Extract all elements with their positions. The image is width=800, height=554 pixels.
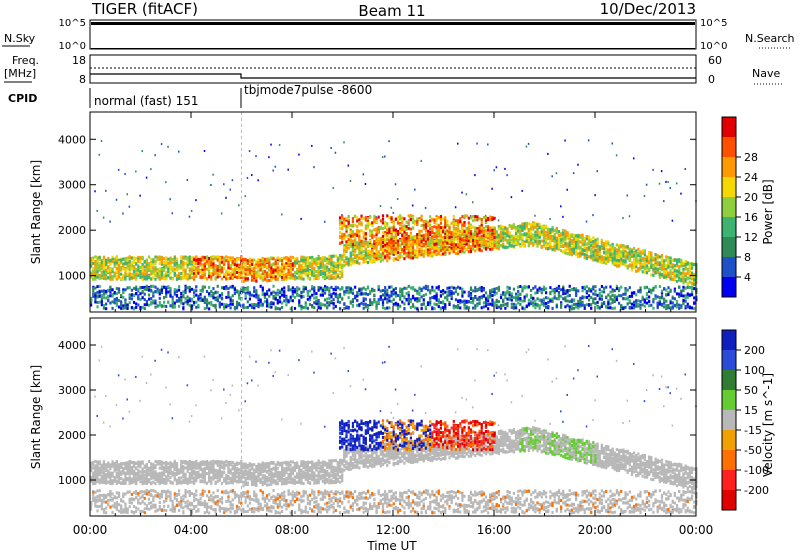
freq-panel: Freq. [MHz] 18 8 60 0 Nave: [4, 54, 782, 86]
colorbar-swatch: [722, 117, 736, 138]
colorbar-tick-label: 4: [744, 271, 751, 284]
colorbar-swatch: [722, 177, 736, 198]
power-heatmap: [90, 112, 698, 312]
y-tick-label: 1000: [58, 474, 86, 487]
colorbar-tick-label: 200: [744, 344, 765, 357]
nsky-trace: [91, 22, 695, 25]
y-tick-label: 3000: [58, 384, 86, 397]
power-y-axis: 1000 2000 3000 4000: [58, 133, 696, 283]
nsky-panel: N.Sky 10^5 10^0 10^5 10^0 N.Search: [2, 18, 795, 52]
nave-label: Nave: [752, 67, 780, 80]
colorbar-tick-label: -200: [744, 484, 769, 497]
colorbar-tick-label: -15: [744, 424, 762, 437]
nsky-bottom-tick: 10^0: [59, 41, 86, 52]
colorbar-tick-label: 28: [744, 151, 758, 164]
x-tick-label: 00:00: [73, 523, 108, 537]
colorbar-tick-label: 12: [744, 231, 758, 244]
colorbar-swatch: [722, 430, 736, 451]
x-axis-label: Time UT: [366, 539, 417, 553]
velocity-panel: 1000 2000 3000 4000 Slant Range [km] 200 100…: [29, 317, 775, 517]
nsearch-top-tick: 10^5: [700, 18, 727, 29]
colorbar-swatch: [722, 390, 736, 411]
velocity-heatmap: [90, 318, 698, 516]
y-tick-label: 2000: [58, 429, 86, 442]
colorbar-swatch: [722, 197, 736, 218]
y-tick-label: 4000: [58, 133, 86, 146]
colorbar-swatch: [722, 370, 736, 391]
nave-top-tick: 60: [708, 54, 722, 67]
colorbar-tick-label: 20: [744, 191, 758, 204]
colorbar-swatch: [722, 237, 736, 258]
x-tick-label: 04:00: [174, 523, 209, 537]
power-colorbar-label: Power [dB]: [761, 179, 775, 244]
colorbar-swatch: [722, 277, 736, 298]
colorbar-tick-label: 50: [744, 384, 758, 397]
x-tick-label: 12:00: [376, 523, 411, 537]
velocity-colorbar: 200 100 50 15 -15 -50 -100 -200: [721, 329, 769, 511]
nave-bottom-tick: 0: [708, 73, 715, 86]
colorbar-swatch: [722, 157, 736, 178]
power-ylabel: Slant Range [km]: [29, 160, 43, 264]
velocity-colorbar-label: Velocity [m s^-1]: [761, 373, 775, 477]
freq-trace: [90, 73, 696, 79]
velocity-y-axis: 1000 2000 3000 4000: [58, 339, 696, 487]
power-panel: 1000 2000 3000 4000 Slant Range [km] 4 8 12 16…: [29, 111, 775, 313]
y-tick-label: 2000: [58, 224, 86, 237]
beam-label: Beam 11: [358, 2, 425, 20]
nsky-label: N.Sky: [4, 32, 36, 45]
nsearch-bottom-tick: 10^0: [700, 41, 727, 52]
colorbar-tick-label: 8: [744, 251, 751, 264]
freq-label-line2: [MHz]: [4, 67, 36, 80]
colorbar-swatch: [722, 217, 736, 238]
x-tick-label: 00:00: [679, 523, 714, 537]
cpid-label: CPID: [8, 92, 37, 105]
freq-label-line1: Freq.: [12, 54, 39, 67]
y-tick-label: 1000: [58, 270, 86, 283]
x-tick-label: 16:00: [477, 523, 512, 537]
colorbar-tick-label: 16: [744, 211, 758, 224]
velocity-ylabel: Slant Range [km]: [29, 365, 43, 469]
x-tick-label: 08:00: [275, 523, 310, 537]
x-tick-label: 20:00: [578, 523, 613, 537]
date-label: 10/Dec/2013: [600, 0, 696, 18]
colorbar-swatch: [722, 450, 736, 471]
colorbar-tick-label: 15: [744, 404, 758, 417]
colorbar-swatch: [722, 330, 736, 351]
radar-title: TIGER (fitACF): [91, 0, 198, 18]
colorbar-tick-label: 100: [744, 364, 765, 377]
colorbar-swatch: [722, 137, 736, 158]
power-colorbar: 4 8 12 16 20 24 28: [721, 116, 758, 298]
colorbar-swatch: [722, 410, 736, 431]
cpid-segment-1: normal (fast) 151: [94, 94, 198, 108]
y-tick-label: 3000: [58, 179, 86, 192]
y-tick-label: 4000: [58, 339, 86, 352]
freq-bottom-tick: 8: [79, 73, 86, 86]
colorbar-tick-label: 24: [744, 171, 758, 184]
colorbar-tick-label: -50: [744, 444, 762, 457]
colorbar-tick-label: -100: [744, 464, 769, 477]
cpid-segment-2: tbjmode7pulse -8600: [244, 83, 372, 97]
nsearch-label: N.Search: [745, 32, 795, 45]
colorbar-swatch: [722, 350, 736, 371]
cpid-row: CPID normal (fast) 151 tbjmode7pulse -86…: [8, 83, 372, 108]
colorbar-swatch: [722, 257, 736, 278]
freq-top-tick: 18: [72, 54, 86, 67]
colorbar-swatch: [722, 490, 736, 511]
colorbar-swatch: [722, 470, 736, 491]
nsky-top-tick: 10^5: [59, 18, 86, 29]
time-x-axis: 00:00 04:00 08:00 12:00 16:00 20:00 00:00: [73, 112, 714, 537]
